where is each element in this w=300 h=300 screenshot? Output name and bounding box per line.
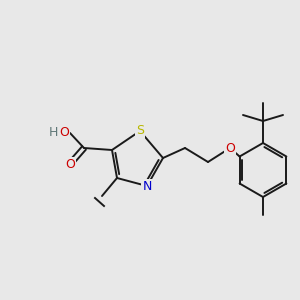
Text: S: S	[136, 124, 144, 137]
Text: O: O	[59, 127, 69, 140]
Text: N: N	[142, 179, 152, 193]
Text: H: H	[48, 127, 58, 140]
Text: O: O	[225, 142, 235, 154]
Text: O: O	[65, 158, 75, 170]
